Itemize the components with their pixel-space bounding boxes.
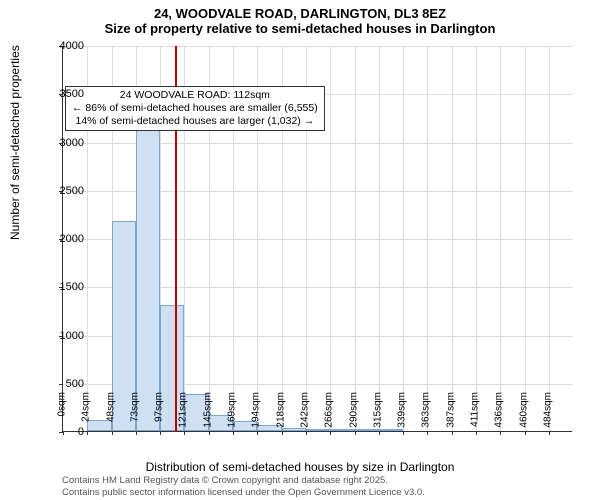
xtick-label: 97sqm	[154, 392, 165, 422]
xtick-label: 24sqm	[81, 392, 92, 422]
xtick-label: 242sqm	[299, 392, 310, 428]
xtick-label: 363sqm	[421, 392, 432, 428]
title-line-2: Size of property relative to semi-detach…	[0, 21, 600, 36]
histogram-bar	[306, 429, 330, 431]
ytick-label: 0	[44, 426, 84, 438]
ytick-label: 1000	[44, 330, 84, 342]
ytick-label: 3500	[44, 88, 84, 100]
histogram-bar	[379, 429, 403, 431]
histogram-bar	[330, 429, 354, 431]
ytick-label: 4000	[44, 40, 84, 52]
xtick-label: 339sqm	[397, 392, 408, 428]
xtick-label: 121sqm	[178, 392, 189, 428]
gridline-v	[452, 46, 453, 432]
gridline-v	[476, 46, 477, 432]
xtick-label: 460sqm	[518, 392, 529, 428]
ytick-label: 3000	[44, 137, 84, 149]
ytick-label: 500	[44, 378, 84, 390]
annotation-box: 24 WOODVALE ROAD: 112sqm← 86% of semi-de…	[65, 86, 325, 131]
xtick-label: 484sqm	[542, 392, 553, 428]
gridline-v	[525, 46, 526, 432]
ytick-label: 2000	[44, 233, 84, 245]
xtick-label: 411sqm	[470, 392, 481, 427]
xtick-label: 73sqm	[129, 392, 140, 422]
xtick-label: 169sqm	[227, 392, 238, 428]
gridline-v	[355, 46, 356, 432]
footer-line-1: Contains HM Land Registry data © Crown c…	[62, 475, 425, 486]
footer-attribution: Contains HM Land Registry data © Crown c…	[62, 475, 425, 498]
xtick-label: 194sqm	[251, 392, 262, 428]
xtick-label: 0sqm	[57, 392, 68, 416]
gridline-v	[403, 46, 404, 432]
xtick-label: 436sqm	[494, 392, 505, 428]
y-axis-label: Number of semi-detached properties	[8, 45, 22, 240]
chart-title-block: 24, WOODVALE ROAD, DARLINGTON, DL3 8EZ S…	[0, 0, 600, 36]
title-line-1: 24, WOODVALE ROAD, DARLINGTON, DL3 8EZ	[0, 6, 600, 21]
xtick-label: 315sqm	[372, 392, 383, 428]
gridline-h	[63, 46, 573, 47]
chart-area: 24 WOODVALE ROAD: 112sqm← 86% of semi-de…	[62, 46, 572, 432]
plot-area: 24 WOODVALE ROAD: 112sqm← 86% of semi-de…	[62, 46, 572, 432]
annotation-line-3: 14% of semi-detached houses are larger (…	[72, 115, 318, 128]
annotation-line-2: ← 86% of semi-detached houses are smalle…	[72, 102, 318, 115]
histogram-bar	[282, 428, 306, 431]
histogram-bar	[136, 116, 160, 431]
annotation-line-1: 24 WOODVALE ROAD: 112sqm	[72, 89, 318, 102]
xtick-label: 145sqm	[202, 392, 213, 428]
x-axis-label: Distribution of semi-detached houses by …	[0, 460, 600, 474]
xtick-label: 266sqm	[324, 392, 335, 428]
xtick-label: 387sqm	[445, 392, 456, 428]
xtick-label: 218sqm	[275, 392, 286, 428]
gridline-v	[379, 46, 380, 432]
gridline-v	[330, 46, 331, 432]
histogram-bar	[355, 429, 379, 431]
footer-line-2: Contains public sector information licen…	[62, 487, 425, 498]
ytick-label: 2500	[44, 185, 84, 197]
xtick-label: 290sqm	[348, 392, 359, 428]
gridline-v	[549, 46, 550, 432]
ytick-label: 1500	[44, 281, 84, 293]
xtick-label: 48sqm	[105, 392, 116, 422]
gridline-v	[427, 46, 428, 432]
gridline-v	[500, 46, 501, 432]
